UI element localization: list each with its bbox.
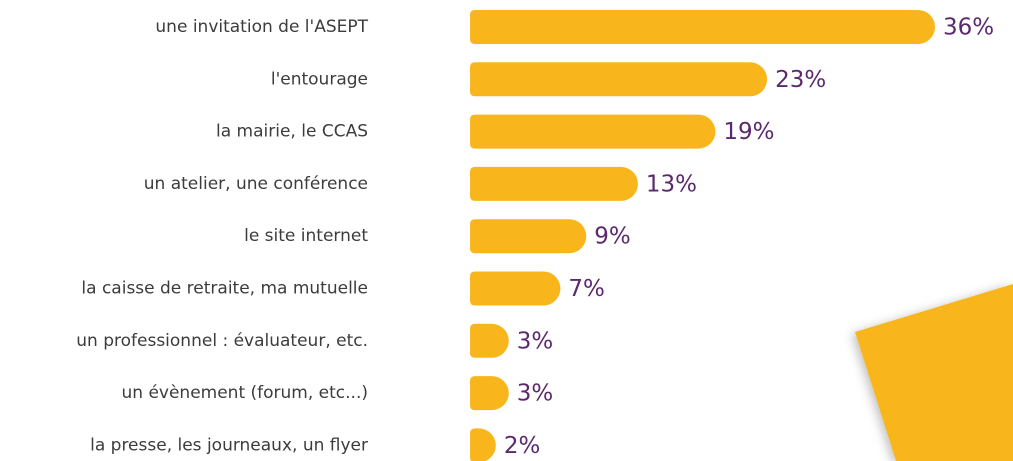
bar bbox=[470, 323, 509, 358]
bar bbox=[470, 376, 509, 411]
value-label: 3% bbox=[517, 328, 554, 354]
category-label: la presse, les journeaux, un flyer bbox=[90, 435, 368, 455]
bar bbox=[470, 62, 768, 97]
category-label: la caisse de retraite, ma mutuelle bbox=[81, 279, 368, 299]
category-label: un atelier, une conférence bbox=[144, 174, 368, 194]
decoration bbox=[855, 284, 1013, 461]
value-label: 13% bbox=[646, 171, 697, 197]
bar bbox=[470, 10, 935, 44]
bar bbox=[470, 166, 638, 201]
value-label: 23% bbox=[775, 67, 826, 93]
category-label: la mairie, le CCAS bbox=[216, 122, 368, 142]
value-label: 2% bbox=[504, 433, 541, 459]
category-label: un professionnel : évaluateur, etc. bbox=[76, 331, 368, 351]
value-label: 9% bbox=[594, 224, 631, 250]
category-label: un évènement (forum, etc...) bbox=[122, 383, 369, 403]
value-label: 7% bbox=[568, 276, 605, 302]
bar bbox=[470, 114, 716, 149]
value-label: 19% bbox=[723, 119, 774, 145]
category-label: l'entourage bbox=[271, 69, 368, 89]
value-label: 3% bbox=[517, 381, 554, 407]
category-label: une invitation de l'ASEPT bbox=[155, 17, 368, 37]
bar bbox=[470, 271, 561, 306]
bar bbox=[470, 428, 496, 461]
bar bbox=[470, 219, 587, 254]
category-label: le site internet bbox=[244, 226, 368, 246]
value-label: 36% bbox=[943, 15, 994, 41]
